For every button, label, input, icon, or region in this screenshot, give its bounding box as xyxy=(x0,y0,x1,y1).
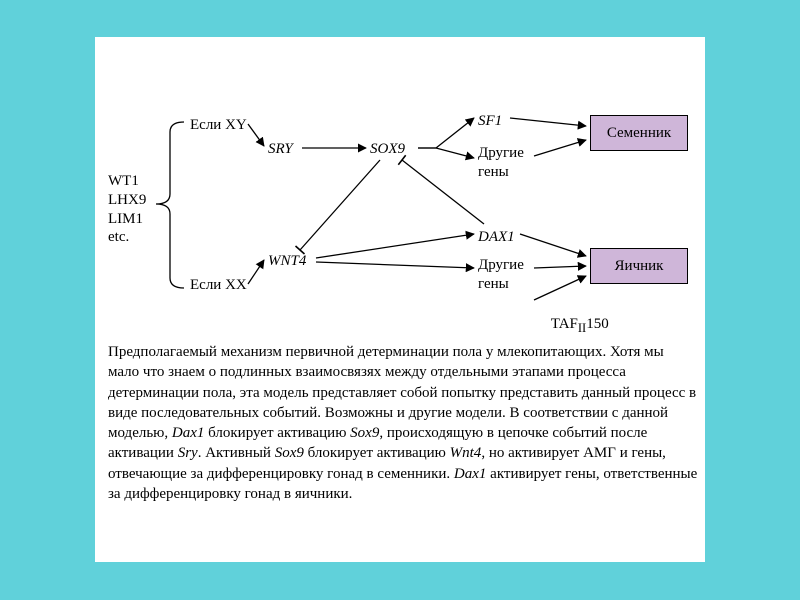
label-dax1: DAX1 xyxy=(478,228,515,247)
label-other-genes-top: Другие гены xyxy=(478,144,524,182)
label-wnt4: WNT4 xyxy=(268,252,306,271)
label-if-xx: Если XX xyxy=(190,276,247,295)
box-testis-label: Семенник xyxy=(607,125,671,142)
box-testis: Семенник xyxy=(590,115,688,151)
flow-svg xyxy=(0,0,800,600)
label-other-genes-mid: Другие гены xyxy=(478,256,524,294)
label-sry: SRY xyxy=(268,140,293,159)
caption-text: Предполагаемый механизм первичной детерм… xyxy=(108,342,698,504)
taf-num: 150 xyxy=(586,316,609,332)
taf-text: TAF xyxy=(551,316,578,332)
taf-sub: II xyxy=(578,321,586,335)
label-sf1: SF1 xyxy=(478,112,502,131)
box-ovary-label: Яичник xyxy=(615,258,664,275)
label-sox9: SOX9 xyxy=(370,140,405,159)
box-ovary: Яичник xyxy=(590,248,688,284)
label-if-xy: Если XY xyxy=(190,116,247,135)
label-initial-genes: WT1 LHX9 LIM1 etc. xyxy=(108,172,168,247)
